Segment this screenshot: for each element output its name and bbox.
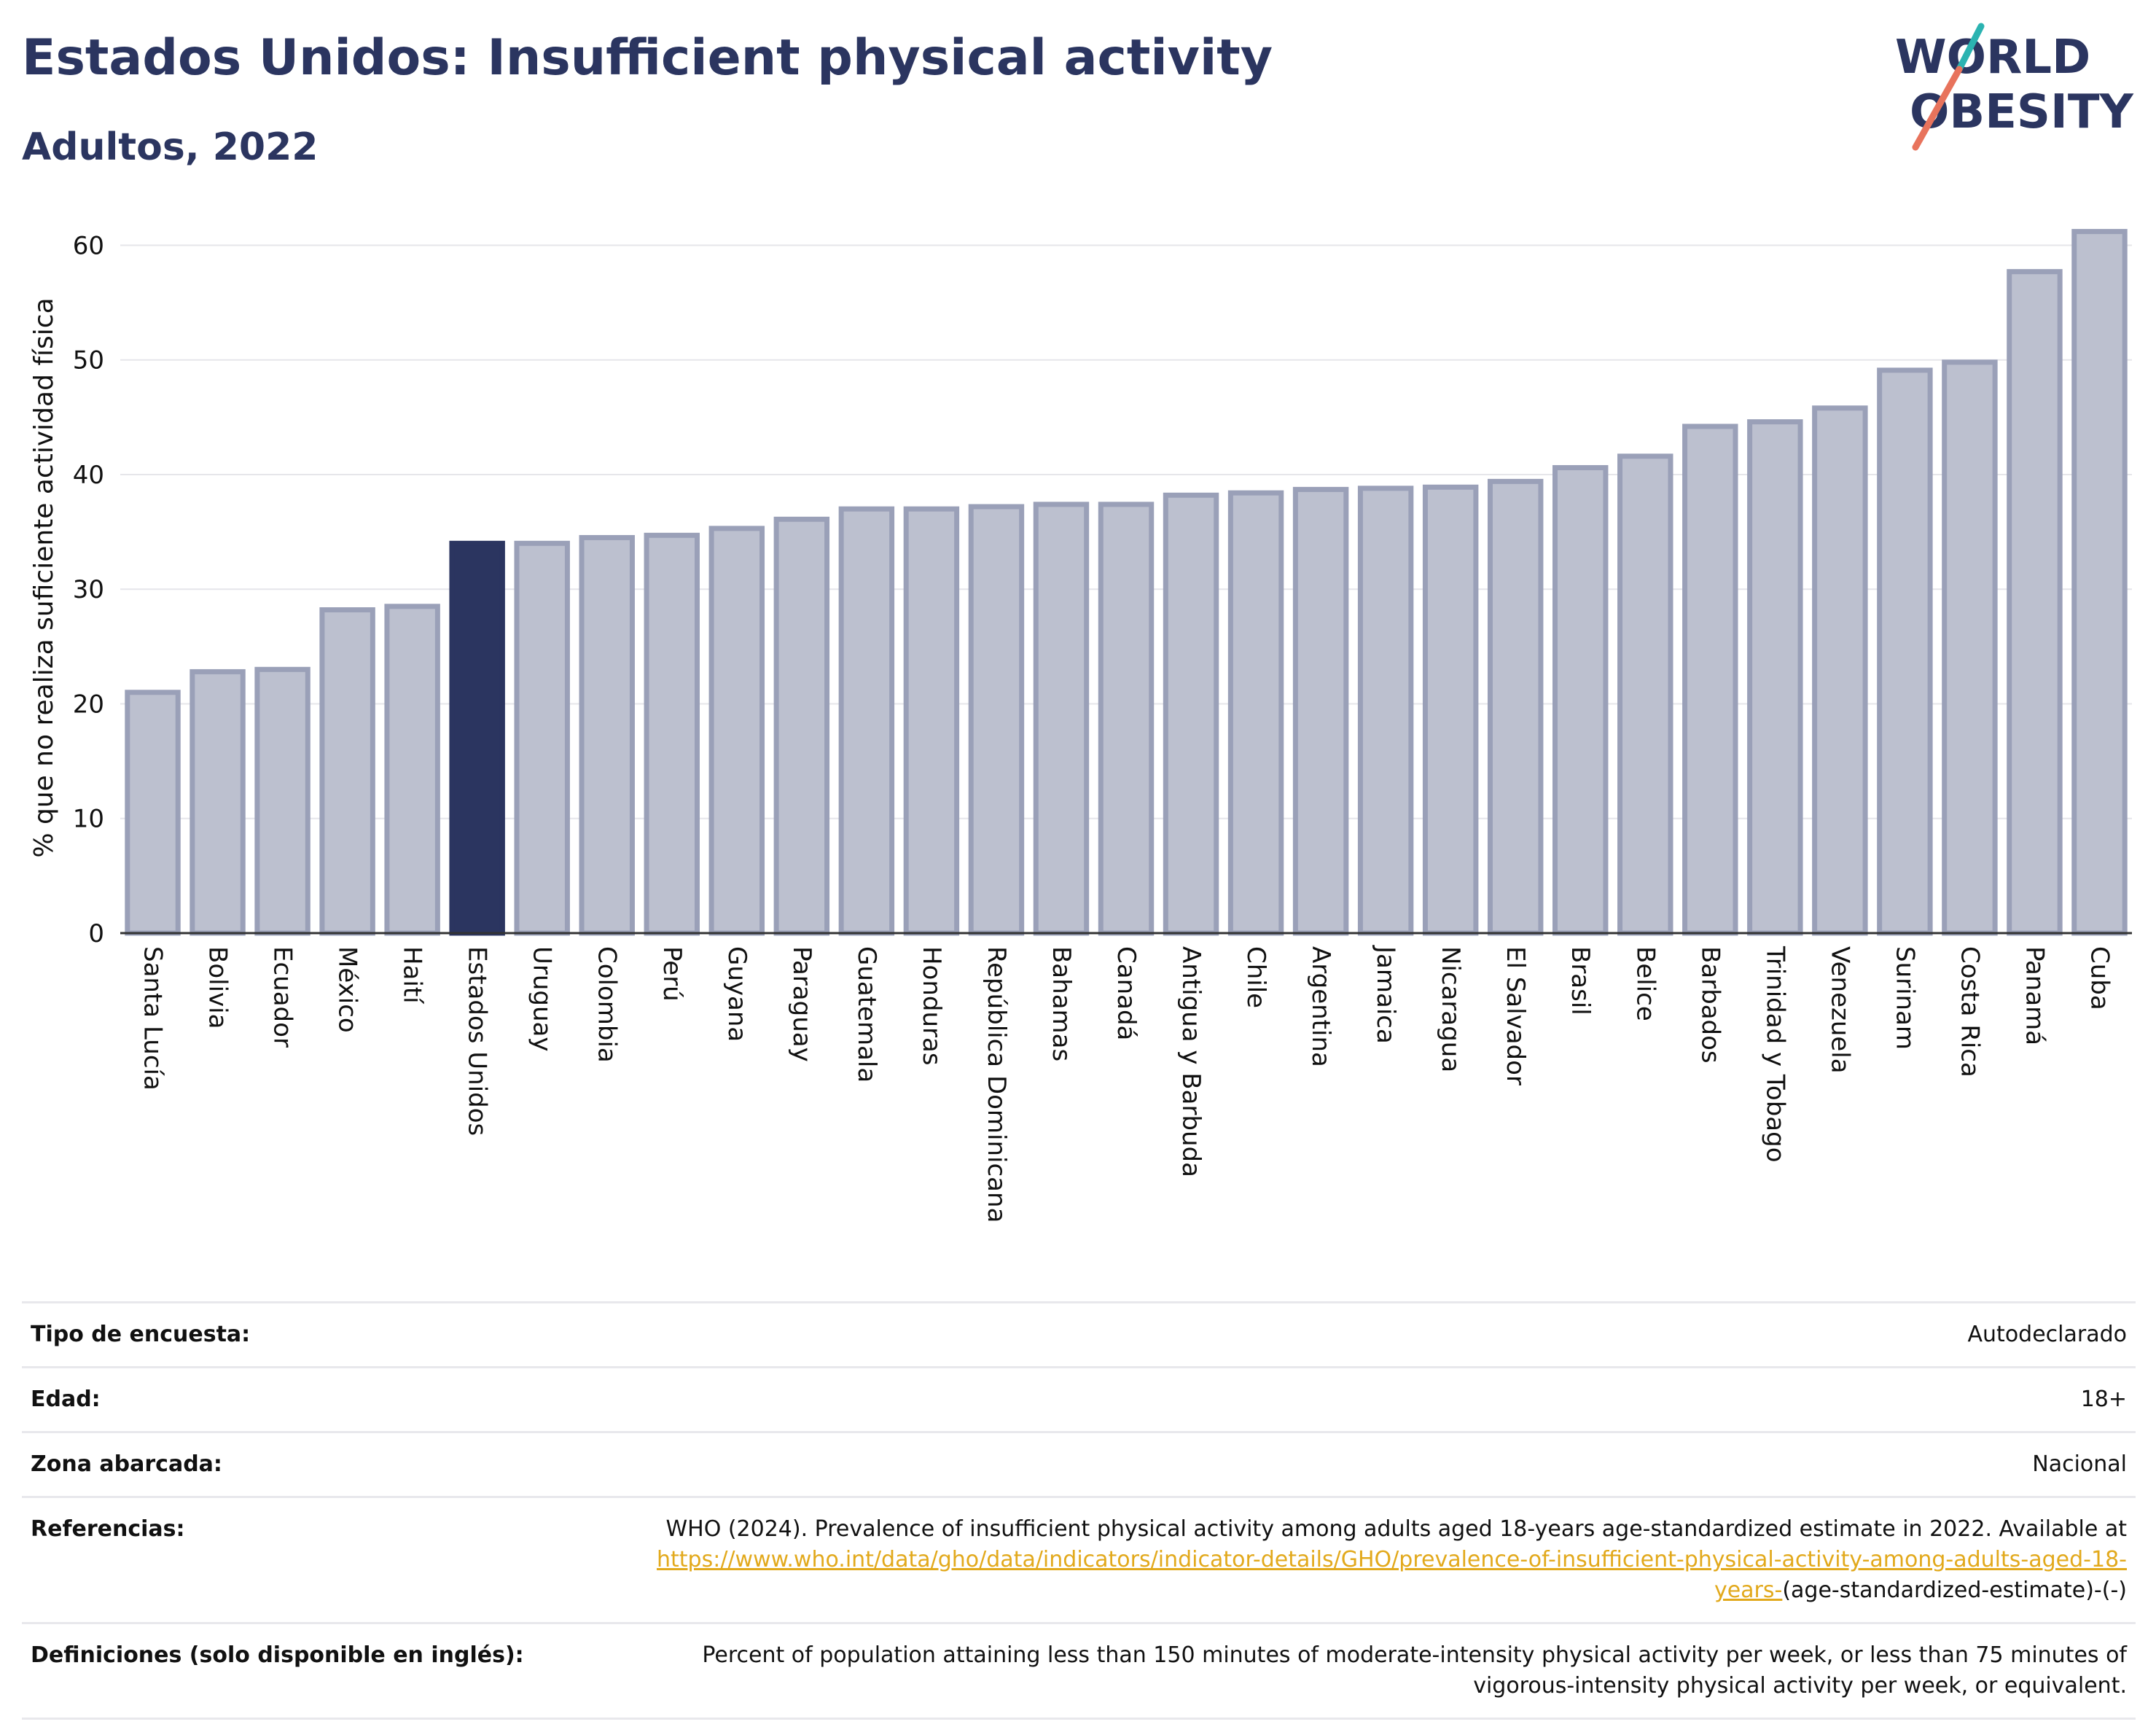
reference-link[interactable]: https://www.who.int/data/gho/data/indica… <box>657 1547 2127 1603</box>
bar <box>1877 367 1933 936</box>
meta-label: Referencias: <box>22 1496 593 1623</box>
x-tick-label: México <box>333 946 362 1033</box>
x-tick-label: Cuba <box>2085 946 2114 1010</box>
x-tick-label: Trinidad y Tobago <box>1760 946 1789 1163</box>
bar <box>190 668 246 936</box>
x-tick-label: Chile <box>1241 946 1270 1008</box>
logo-slash-teal <box>1956 23 1985 73</box>
chart-title: Estados Unidos: Insufficient physical ac… <box>22 29 1273 87</box>
bar <box>254 666 310 936</box>
x-tick-label: Santa Lucía <box>138 946 168 1091</box>
x-tick-label: Costa Rica <box>1955 946 1984 1077</box>
x-tick-label: El Salvador <box>1501 946 1530 1085</box>
x-tick-label: Panamá <box>2020 946 2049 1045</box>
x-tick-label: Guatemala <box>852 946 881 1083</box>
meta-row-survey-type: Tipo de encuesta: Autodeclarado <box>22 1301 2136 1368</box>
bar <box>2007 269 2063 936</box>
x-tick-label: Honduras <box>917 946 946 1066</box>
x-tick-label: República Dominicana <box>982 946 1011 1223</box>
bar <box>1747 419 1803 936</box>
y-tick-label: 20 <box>73 690 104 719</box>
x-tick-label: Estados Unidos <box>463 946 492 1136</box>
logo-slash-coral <box>1912 66 1963 151</box>
bar-chart: 0 10 20 30 40 50 60 Santa Lucía Bolivia Ecuador M… <box>29 229 2132 1223</box>
x-tick-label: Barbados <box>1695 946 1725 1064</box>
bar <box>2071 229 2128 936</box>
x-tick-label: Colombia <box>593 946 622 1063</box>
bar <box>449 540 505 936</box>
y-tick-label: 30 <box>73 575 104 604</box>
x-tick-label: Guyana <box>722 946 751 1042</box>
bar <box>579 534 635 936</box>
x-tick-label: Paraguay <box>787 946 816 1062</box>
bar <box>1357 486 1414 936</box>
x-axis-labels: Santa Lucía Bolivia Ecuador México Haití Esta… <box>138 945 2114 1223</box>
y-tick-label: 40 <box>73 461 104 490</box>
bar <box>1227 490 1284 936</box>
bar <box>1942 359 1998 936</box>
y-axis-title: % que no realiza suficiente actividad fí… <box>29 297 59 857</box>
meta-label: Edad: <box>22 1366 593 1432</box>
x-tick-label: Argentina <box>1306 946 1335 1067</box>
meta-value: Nacional <box>593 1431 2136 1497</box>
x-tick-label: Uruguay <box>528 946 557 1052</box>
x-tick-label: Jamaica <box>1371 945 1400 1044</box>
x-tick-label: Brasil <box>1566 946 1595 1015</box>
bar <box>838 506 895 936</box>
meta-row-definitions: Definiciones (solo disponible en inglés)… <box>22 1622 2136 1720</box>
x-tick-label: Haití <box>398 946 427 1005</box>
bar <box>1292 486 1349 936</box>
meta-row-references: Referencias: WHO (2024). Prevalence of i… <box>22 1496 2136 1623</box>
meta-label: Tipo de encuesta: <box>22 1301 593 1368</box>
world-obesity-logo: WORLD OBESITY <box>1895 23 2133 151</box>
y-tick-label: 50 <box>73 346 104 375</box>
bar <box>1098 502 1155 936</box>
y-tick-label: 60 <box>73 231 104 260</box>
y-tick-label: 10 <box>73 805 104 834</box>
bar <box>1617 453 1673 936</box>
meta-value: 18+ <box>593 1366 2136 1432</box>
meta-label: Definiciones (solo disponible en inglés)… <box>22 1622 593 1720</box>
logo-word-world: WORLD <box>1895 31 2090 85</box>
bar <box>1033 502 1090 936</box>
bar <box>1422 484 1479 936</box>
x-tick-label: Surinam <box>1890 946 1919 1050</box>
x-tick-label: Belice <box>1630 946 1660 1021</box>
bar <box>319 607 375 936</box>
bar <box>644 532 700 936</box>
x-tick-label: Canadá <box>1112 946 1141 1040</box>
x-tick-label: Bolivia <box>203 946 233 1029</box>
bar <box>968 504 1025 936</box>
bar <box>125 690 181 936</box>
y-axis-ticks: 0 10 20 30 40 50 60 <box>73 231 104 948</box>
bar <box>384 604 440 936</box>
bar <box>1812 405 1868 936</box>
meta-row-coverage: Zona abarcada: Nacional <box>22 1431 2136 1497</box>
chart-subtitle: Adultos, 2022 <box>22 125 319 169</box>
x-tick-label: Ecuador <box>268 946 297 1048</box>
x-tick-label: Bahamas <box>1047 946 1076 1061</box>
meta-label: Zona abarcada: <box>22 1431 593 1497</box>
bar <box>1552 465 1609 936</box>
meta-value: Autodeclarado <box>593 1301 2136 1368</box>
meta-value: Percent of population attaining less tha… <box>593 1622 2136 1720</box>
metadata-table: Tipo de encuesta: Autodeclarado Edad: 18… <box>22 1301 2136 1720</box>
bars <box>125 229 2128 936</box>
bar <box>1487 478 1544 936</box>
bar <box>1163 492 1219 936</box>
reference-text: WHO (2024). Prevalence of insufficient p… <box>665 1516 2127 1542</box>
x-tick-label: Perú <box>657 946 687 1002</box>
bar <box>514 540 570 936</box>
meta-row-age: Edad: 18+ <box>22 1366 2136 1432</box>
bar <box>903 506 960 936</box>
y-tick-label: 0 <box>88 919 104 948</box>
bar <box>1682 424 1738 936</box>
x-tick-label: Nicaragua <box>1436 946 1465 1072</box>
bar <box>708 526 765 936</box>
x-tick-label: Venezuela <box>1825 946 1854 1074</box>
reference-suffix: (age-standardized-estimate)-(-) <box>1782 1578 2127 1603</box>
x-tick-label: Antigua y Barbuda <box>1176 946 1206 1177</box>
bar <box>773 516 830 936</box>
meta-value: WHO (2024). Prevalence of insufficient p… <box>593 1496 2136 1623</box>
